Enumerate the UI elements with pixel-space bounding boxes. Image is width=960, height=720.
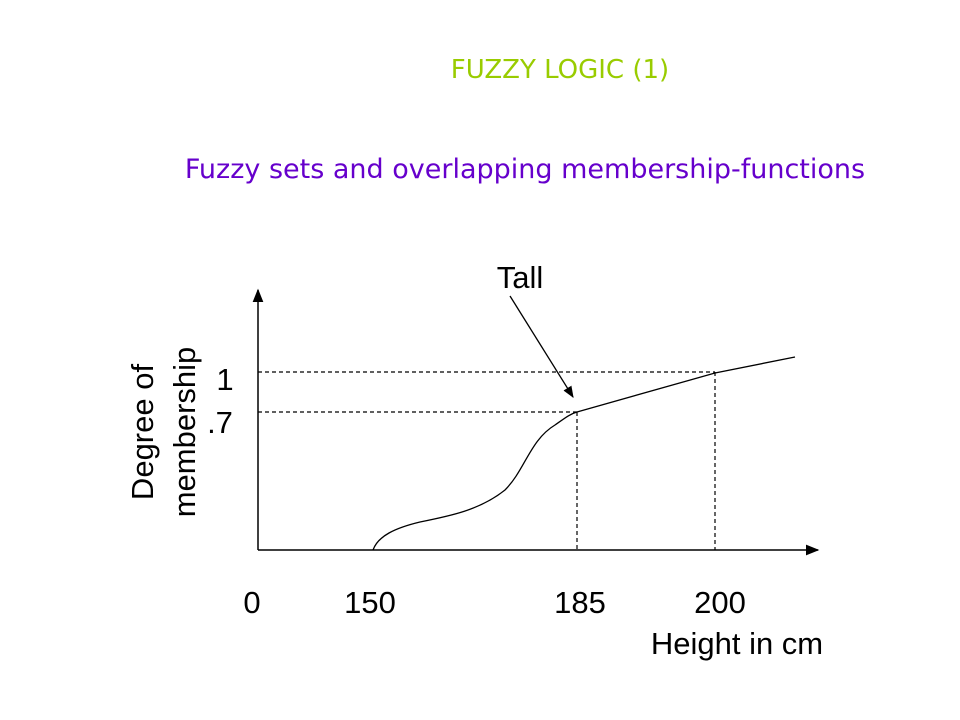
x-tick-label: 200 bbox=[694, 585, 746, 620]
y-tick-label: 1 bbox=[216, 362, 233, 397]
axis-texts: Tall 1 .7 0 150 185 200 Height in cm Deg… bbox=[125, 260, 823, 661]
x-tick-label: 150 bbox=[344, 585, 396, 620]
y-axis-label: Degree of bbox=[125, 364, 160, 501]
y-axis-label: membership bbox=[167, 347, 202, 518]
membership-curve bbox=[372, 356, 796, 551]
y-tick-label: .7 bbox=[207, 405, 233, 440]
label-arrow bbox=[509, 295, 574, 398]
subtitle: Fuzzy sets and overlapping membership-fu… bbox=[185, 154, 865, 185]
curve-label: Tall bbox=[497, 260, 544, 295]
diagram bbox=[252, 288, 820, 556]
x-tick-label: 0 bbox=[243, 585, 260, 620]
x-tick-label: 185 bbox=[554, 585, 606, 620]
title: FUZZY LOGIC (1) bbox=[451, 55, 669, 85]
x-axis-label: Height in cm bbox=[651, 626, 823, 661]
guides bbox=[258, 371, 716, 550]
